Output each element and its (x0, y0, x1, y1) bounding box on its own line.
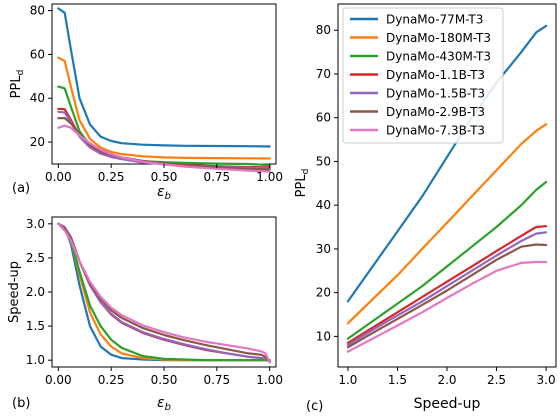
series-line-dynamo-7-3b-t3 (57, 222, 271, 364)
x-tick-label: 0.00 (45, 373, 72, 387)
series-line-dynamo-2-9b-t3 (346, 243, 548, 349)
series-line-dynamo-1-1b-t3 (346, 225, 548, 344)
panel-a-y-axis-label: PPLd (9, 70, 26, 99)
panel-b-x-ticks: 0.00 0.25 0.50 0.75 1.00 (45, 367, 283, 387)
series-line-dynamo-7-3b-t3 (346, 260, 548, 353)
panel-b-label: (b) (12, 396, 30, 411)
series-line-dynamo-180m-t3 (346, 123, 548, 325)
y-tick-label: 20 (30, 135, 45, 149)
x-tick-label: 1.0 (338, 373, 357, 387)
panel-b-speedup-vs-epsilon: 0.00 0.25 0.50 0.75 1.00 1.0 1.5 2.0 2.5 3.0 (b)… (7, 216, 283, 413)
panel-c-y-ticks: 10 20 30 40 50 60 70 80 (316, 23, 338, 343)
panel-b-y-ticks: 1.0 1.5 2.0 2.5 3.0 (26, 217, 52, 367)
series-line-dynamo-7-3b-t3 (57, 124, 271, 173)
x-tick-label: 0.75 (203, 373, 230, 387)
panel-b-y-axis-label: Speed-up (7, 261, 22, 323)
panel-a-y-ticks: 20 40 60 80 (30, 4, 52, 149)
x-tick-label: 2.5 (487, 373, 506, 387)
panel-a-series (57, 7, 271, 173)
x-tick-label: 1.00 (256, 170, 283, 184)
y-tick-label: 60 (30, 47, 45, 61)
panel-b-x-axis-label: εb (157, 395, 171, 413)
y-tick-label: 80 (30, 4, 45, 18)
panel-c-label: (c) (306, 399, 323, 414)
x-tick-label: 0.00 (45, 170, 72, 184)
x-tick-label: 3.0 (537, 373, 556, 387)
y-tick-label: 20 (316, 286, 331, 300)
x-tick-label: 0.50 (151, 373, 178, 387)
y-tick-label: 70 (316, 67, 331, 81)
legend-label-dynamo-430m-t3: DynaMo-430M-T3 (386, 50, 491, 64)
x-tick-label: 2.0 (437, 373, 456, 387)
legend-label-dynamo-77m-t3: DynaMo-77M-T3 (386, 13, 483, 27)
panel-c-x-ticks: 1.0 1.5 2.0 2.5 3.0 (338, 367, 556, 387)
series-line-dynamo-180m-t3 (57, 56, 271, 160)
y-tick-label: 10 (316, 329, 331, 343)
y-tick-label: 1.5 (26, 319, 45, 333)
series-line-dynamo-2-9b-t3 (57, 222, 271, 364)
panel-c-y-axis-label: PPLd (294, 169, 311, 198)
x-tick-label: 1.5 (388, 373, 407, 387)
y-tick-label: 40 (316, 198, 331, 212)
x-tick-label: 0.75 (203, 170, 230, 184)
series-line-dynamo-1-5b-t3 (346, 231, 548, 347)
x-tick-label: 1.00 (256, 373, 283, 387)
y-tick-label: 50 (316, 154, 331, 168)
y-tick-label: 60 (316, 111, 331, 125)
y-tick-label: 80 (316, 23, 331, 37)
legend-label-dynamo-2-9b-t3: DynaMo-2.9B-T3 (386, 105, 485, 119)
legend-label-dynamo-180m-t3: DynaMo-180M-T3 (386, 31, 491, 45)
panel-b-series (57, 222, 271, 364)
panel-a-ppl-vs-epsilon: 0.00 0.25 0.50 0.75 1.00 20 40 60 80 (a) εb PPL… (9, 3, 283, 202)
panel-a-x-ticks: 0.00 0.25 0.50 0.75 1.00 (45, 164, 283, 184)
series-line-dynamo-430m-t3 (57, 222, 271, 362)
panel-c-ppl-vs-speedup: 1.0 1.5 2.0 2.5 3.0 10 20 30 40 50 60 70 80 (c) Spe… (294, 3, 557, 414)
legend-label-dynamo-7-3b-t3: DynaMo-7.3B-T3 (386, 124, 485, 138)
y-tick-label: 3.0 (26, 217, 45, 231)
legend-frame (342, 7, 504, 144)
x-tick-label: 0.25 (98, 373, 125, 387)
legend-label-dynamo-1-5b-t3: DynaMo-1.5B-T3 (386, 87, 485, 101)
y-tick-label: 2.0 (26, 285, 45, 299)
panel-a-label: (a) (12, 181, 30, 196)
x-tick-label: 0.50 (151, 170, 178, 184)
y-tick-label: 30 (316, 242, 331, 256)
y-tick-label: 2.5 (26, 251, 45, 265)
panel-c-series (346, 24, 548, 353)
y-tick-label: 1.0 (26, 353, 45, 367)
legend-label-dynamo-1-1b-t3: DynaMo-1.1B-T3 (386, 68, 485, 82)
series-line-dynamo-430m-t3 (346, 180, 548, 340)
y-tick-label: 40 (30, 91, 45, 105)
series-line-dynamo-77m-t3 (57, 7, 271, 148)
series-line-dynamo-1-5b-t3 (57, 222, 271, 362)
legend: DynaMo-77M-T3 DynaMo-180M-T3 DynaMo-430M-T… (342, 7, 504, 144)
legend-items: DynaMo-77M-T3 DynaMo-180M-T3 DynaMo-430M-T… (350, 13, 491, 138)
x-tick-label: 0.25 (98, 170, 125, 184)
panel-a-x-axis-label: εb (157, 184, 171, 202)
panel-c-x-axis-label: Speed-up (414, 396, 481, 412)
